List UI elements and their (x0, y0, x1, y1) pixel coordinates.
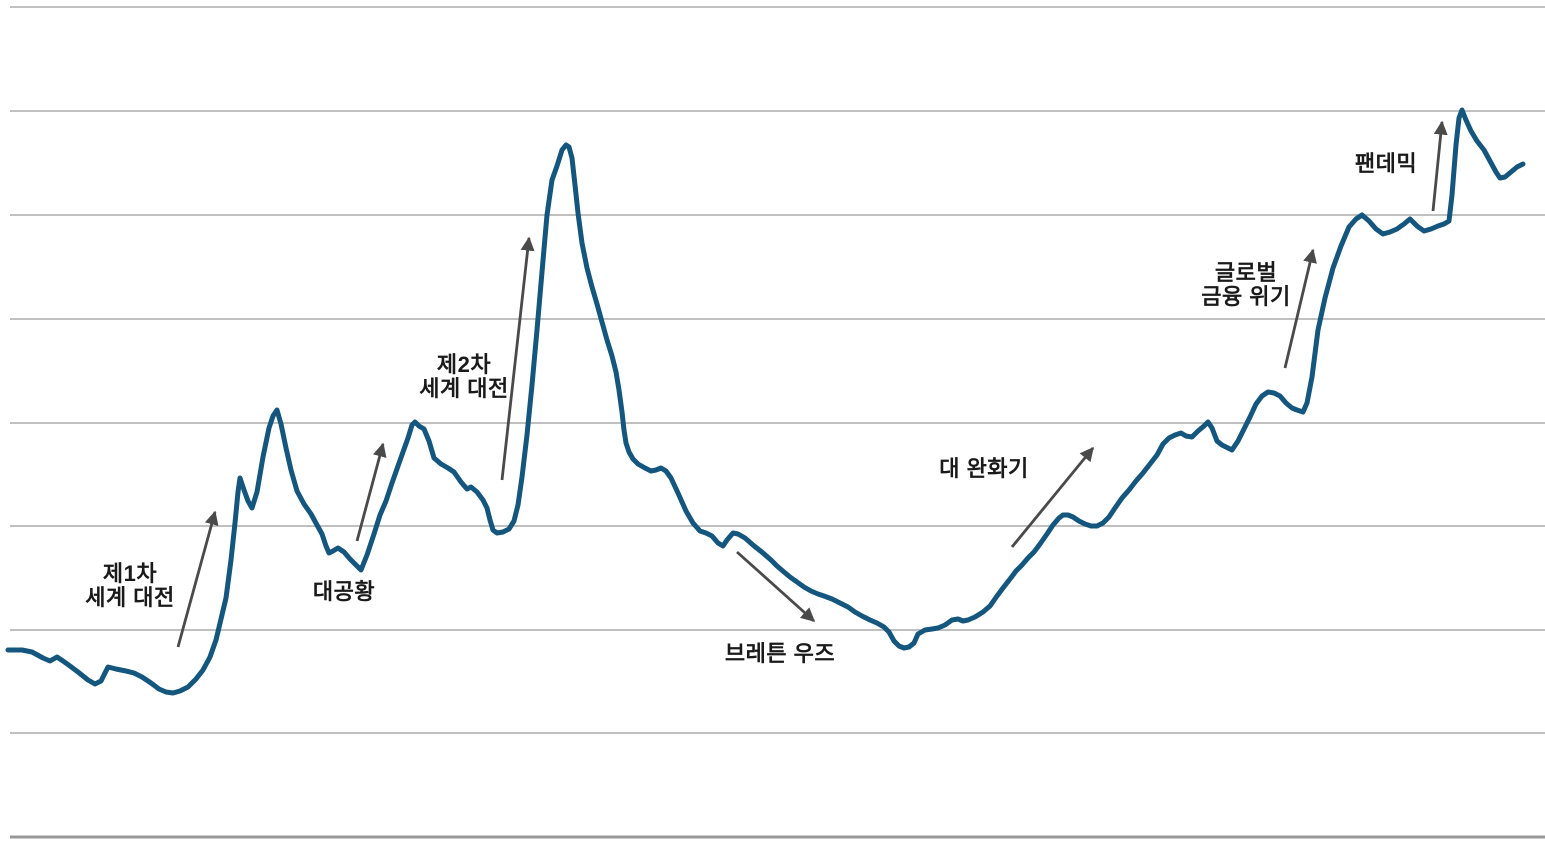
annotation-great-depression-arrow (355, 442, 387, 542)
annotation-wwi-arrow (176, 510, 219, 648)
annotation-wwii-arrow (500, 236, 535, 481)
annotation-bretton-woods-arrow (736, 550, 816, 623)
annotation-pandemic-arrow (1431, 120, 1448, 212)
annotation-global-financial-crisis-arrow (1283, 248, 1317, 369)
annotation-great-moderation-arrow (1010, 446, 1095, 548)
annotation-arrows-group (176, 120, 1448, 648)
data-series-group (5, 107, 1526, 696)
main-trend-line (5, 107, 1526, 696)
gridlines-group (10, 6, 1545, 839)
